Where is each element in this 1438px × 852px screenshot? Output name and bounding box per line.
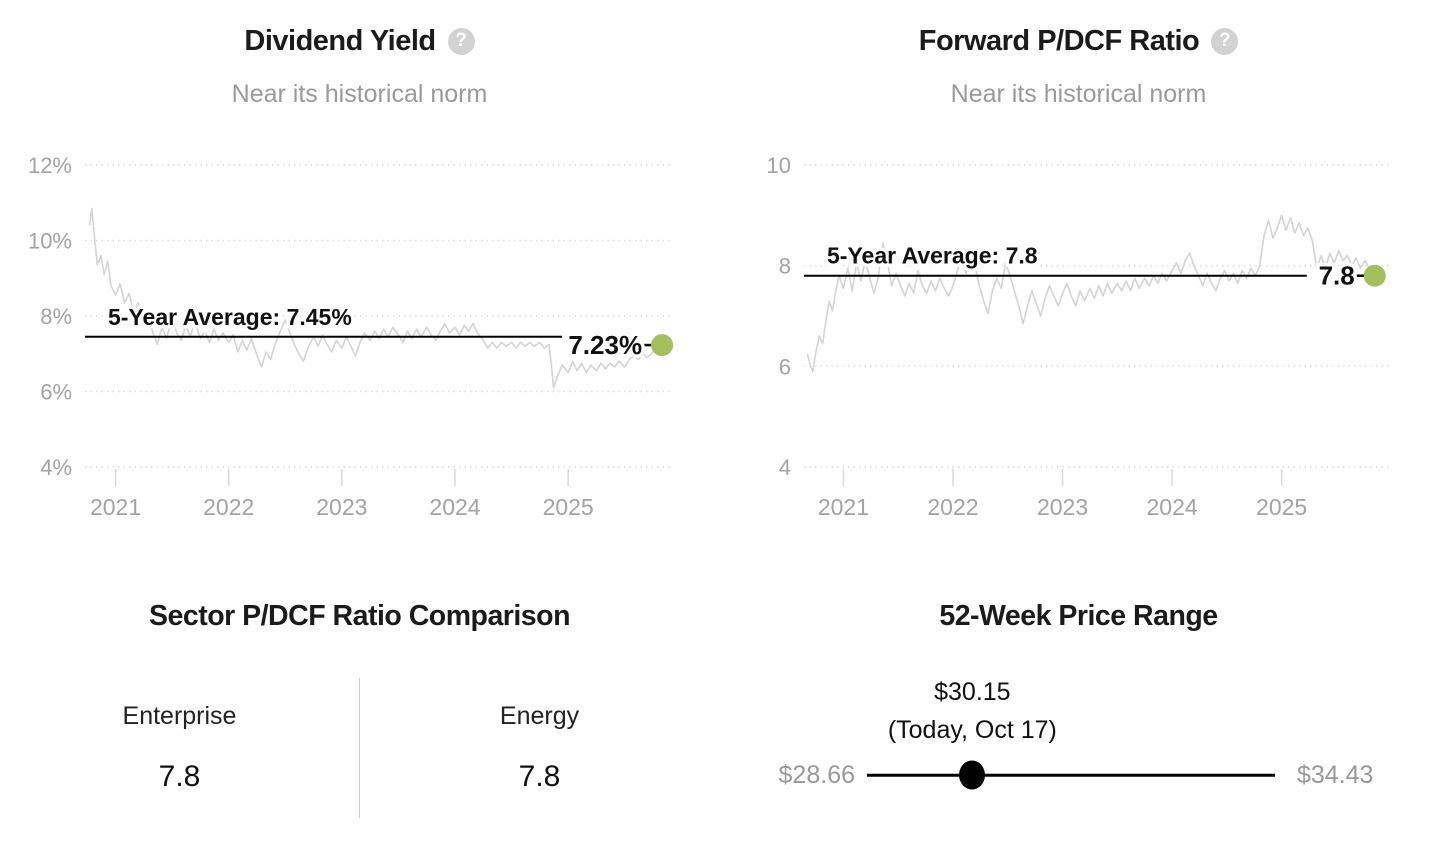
svg-text:6: 6 [779,354,791,379]
forward-pdcf-header: Forward P/DCF Ratio ? [719,22,1438,60]
svg-text:5-Year Average: 7.45%: 5-Year Average: 7.45% [108,304,352,330]
svg-text:2022: 2022 [203,494,254,520]
price-range-low-label: $28.66 [778,761,855,789]
sector-comparison-title: Sector P/DCF Ratio Comparison [149,600,570,632]
dividend-yield-title: Dividend Yield [244,25,436,57]
svg-text:2024: 2024 [429,494,480,520]
svg-text:8: 8 [779,254,791,279]
svg-text:4: 4 [779,455,791,480]
svg-text:2024: 2024 [1147,494,1198,520]
question-mark-glyph: ? [455,30,467,51]
svg-text:2023: 2023 [1037,494,1088,520]
current-price-date: (Today, Oct 17) [887,716,1057,744]
svg-text:7.8: 7.8 [1319,261,1355,291]
sector-comparison-columns: Enterprise 7.8 Energy 7.8 [0,678,719,818]
sector-comparison-section: Sector P/DCF Ratio Comparison Enterprise… [0,560,719,852]
svg-text:6%: 6% [40,380,72,405]
sector-column-value: 7.8 [158,760,201,793]
forward-pdcf-panel: Forward P/DCF Ratio ? Near its historica… [719,0,1438,560]
dividend-yield-panel: Dividend Yield ? Near its historical nor… [0,0,719,560]
svg-text:2023: 2023 [316,494,367,520]
sector-column-energy: Energy 7.8 [360,678,719,818]
current-price: $30.15 [934,678,1011,706]
svg-text:12%: 12% [28,153,72,178]
svg-text:2025: 2025 [1256,494,1307,520]
svg-text:5-Year Average: 7.8: 5-Year Average: 7.8 [827,243,1038,269]
price-range-line [867,773,1275,777]
svg-text:2021: 2021 [818,494,869,520]
price-range-current-group: $30.15 (Today, Oct 17) [888,676,1057,746]
dividend-yield-header: Dividend Yield ? [0,22,719,60]
sector-column-enterprise: Enterprise 7.8 [0,678,359,818]
help-icon[interactable]: ? [447,27,475,55]
dividend-yield-subtitle: Near its historical norm [231,80,488,108]
price-range-section: 52-Week Price Range $28.66 $30.15 (Today… [719,560,1438,852]
price-range-track: $30.15 (Today, Oct 17) [867,678,1275,790]
forward-pdcf-subtitle: Near its historical norm [950,80,1207,108]
svg-text:2021: 2021 [90,494,141,520]
vertical-divider [359,678,360,818]
svg-text:2022: 2022 [927,494,978,520]
svg-text:4%: 4% [40,455,72,480]
svg-text:10: 10 [767,153,791,178]
price-range-high-label: $34.43 [1297,761,1374,789]
svg-text:7.23%: 7.23% [568,330,642,360]
dividend-yield-chart[interactable]: 12% 10% 8% 6% 4% 2021 2022 2023 2024 2025 5-Year A… [0,140,719,560]
sector-column-label: Energy [499,702,580,730]
svg-text:2025: 2025 [543,494,594,520]
svg-text:10%: 10% [28,229,72,254]
forward-pdcf-chart[interactable]: 10 8 6 4 2021 2022 2023 2024 2025 5-Year Average:… [719,140,1438,560]
question-mark-glyph: ? [1218,30,1231,51]
price-range-handle-dot [959,760,986,790]
sector-column-label: Enterprise [122,702,237,730]
price-range-title: 52-Week Price Range [939,600,1218,632]
forward-pdcf-title: Forward P/DCF Ratio [918,25,1200,57]
sector-column-value: 7.8 [518,760,561,793]
svg-text:8%: 8% [40,304,72,329]
help-icon[interactable]: ? [1211,27,1239,55]
